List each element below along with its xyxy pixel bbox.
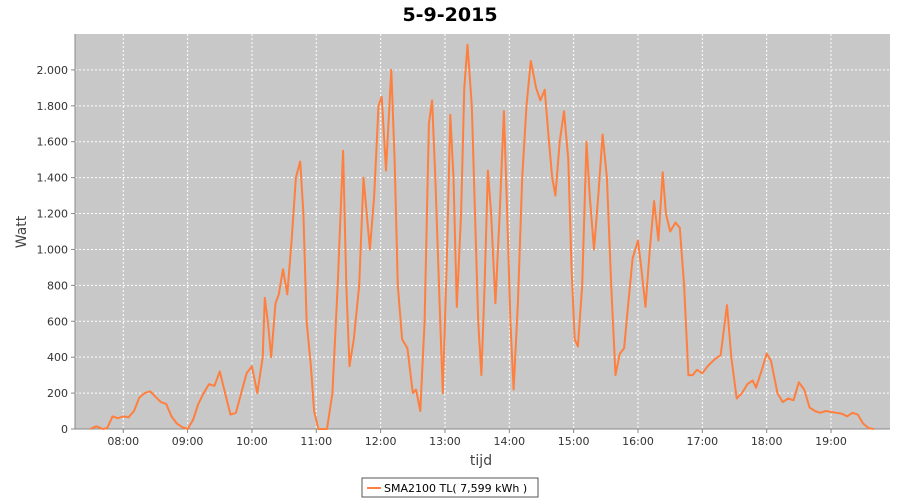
y-tick-label: 1.400 bbox=[37, 172, 69, 185]
x-tick-label: 17:00 bbox=[686, 435, 718, 448]
x-tick-label: 16:00 bbox=[622, 435, 654, 448]
x-tick-label: 08:00 bbox=[107, 435, 139, 448]
x-tick-label: 10:00 bbox=[236, 435, 268, 448]
y-tick-label: 1.800 bbox=[37, 100, 69, 113]
x-tick-label: 15:00 bbox=[558, 435, 590, 448]
x-tick-label: 19:00 bbox=[815, 435, 847, 448]
y-tick-label: 400 bbox=[47, 351, 68, 364]
gridlines bbox=[75, 34, 890, 430]
y-tick-label: 0 bbox=[61, 423, 68, 436]
legend-box bbox=[361, 477, 539, 498]
x-tick-label: 14:00 bbox=[493, 435, 525, 448]
y-axis-label: Watt bbox=[14, 215, 30, 248]
x-tick-label: 13:00 bbox=[429, 435, 461, 448]
y-tick-labels: 0 200 400 600 800 1.000 1.200 1.400 1.600 1.800 2.… bbox=[37, 64, 69, 436]
y-tick-label: 1.000 bbox=[37, 243, 69, 256]
x-tick-label: 11:00 bbox=[300, 435, 332, 448]
x-tick-label: 18:00 bbox=[751, 435, 783, 448]
y-tick-label: 1.200 bbox=[37, 208, 69, 221]
series-line-0 bbox=[89, 43, 875, 430]
legend-entry: SMA2100 TL( 7,599 kWh ) bbox=[384, 482, 527, 495]
y-tick-label: 1.600 bbox=[37, 136, 69, 149]
y-tick-label: 200 bbox=[47, 387, 68, 400]
y-tick-label: 2.000 bbox=[37, 64, 69, 77]
chart-title: 5-9-2015 bbox=[402, 4, 497, 26]
x-tick-label: 12:00 bbox=[365, 435, 397, 448]
x-tick-label: 09:00 bbox=[172, 435, 204, 448]
y-tick-label: 600 bbox=[47, 315, 68, 328]
x-tick-labels: 08:00 09:00 10:00 11:00 12:00 13:00 14:00 15:00… bbox=[107, 435, 846, 448]
series-layer bbox=[89, 43, 875, 430]
axes bbox=[71, 34, 890, 433]
legend: SMA2100 TL( 7,599 kWh ) bbox=[361, 477, 539, 498]
y-tick-label: 800 bbox=[47, 279, 68, 292]
x-axis-label: tijd bbox=[470, 453, 492, 469]
